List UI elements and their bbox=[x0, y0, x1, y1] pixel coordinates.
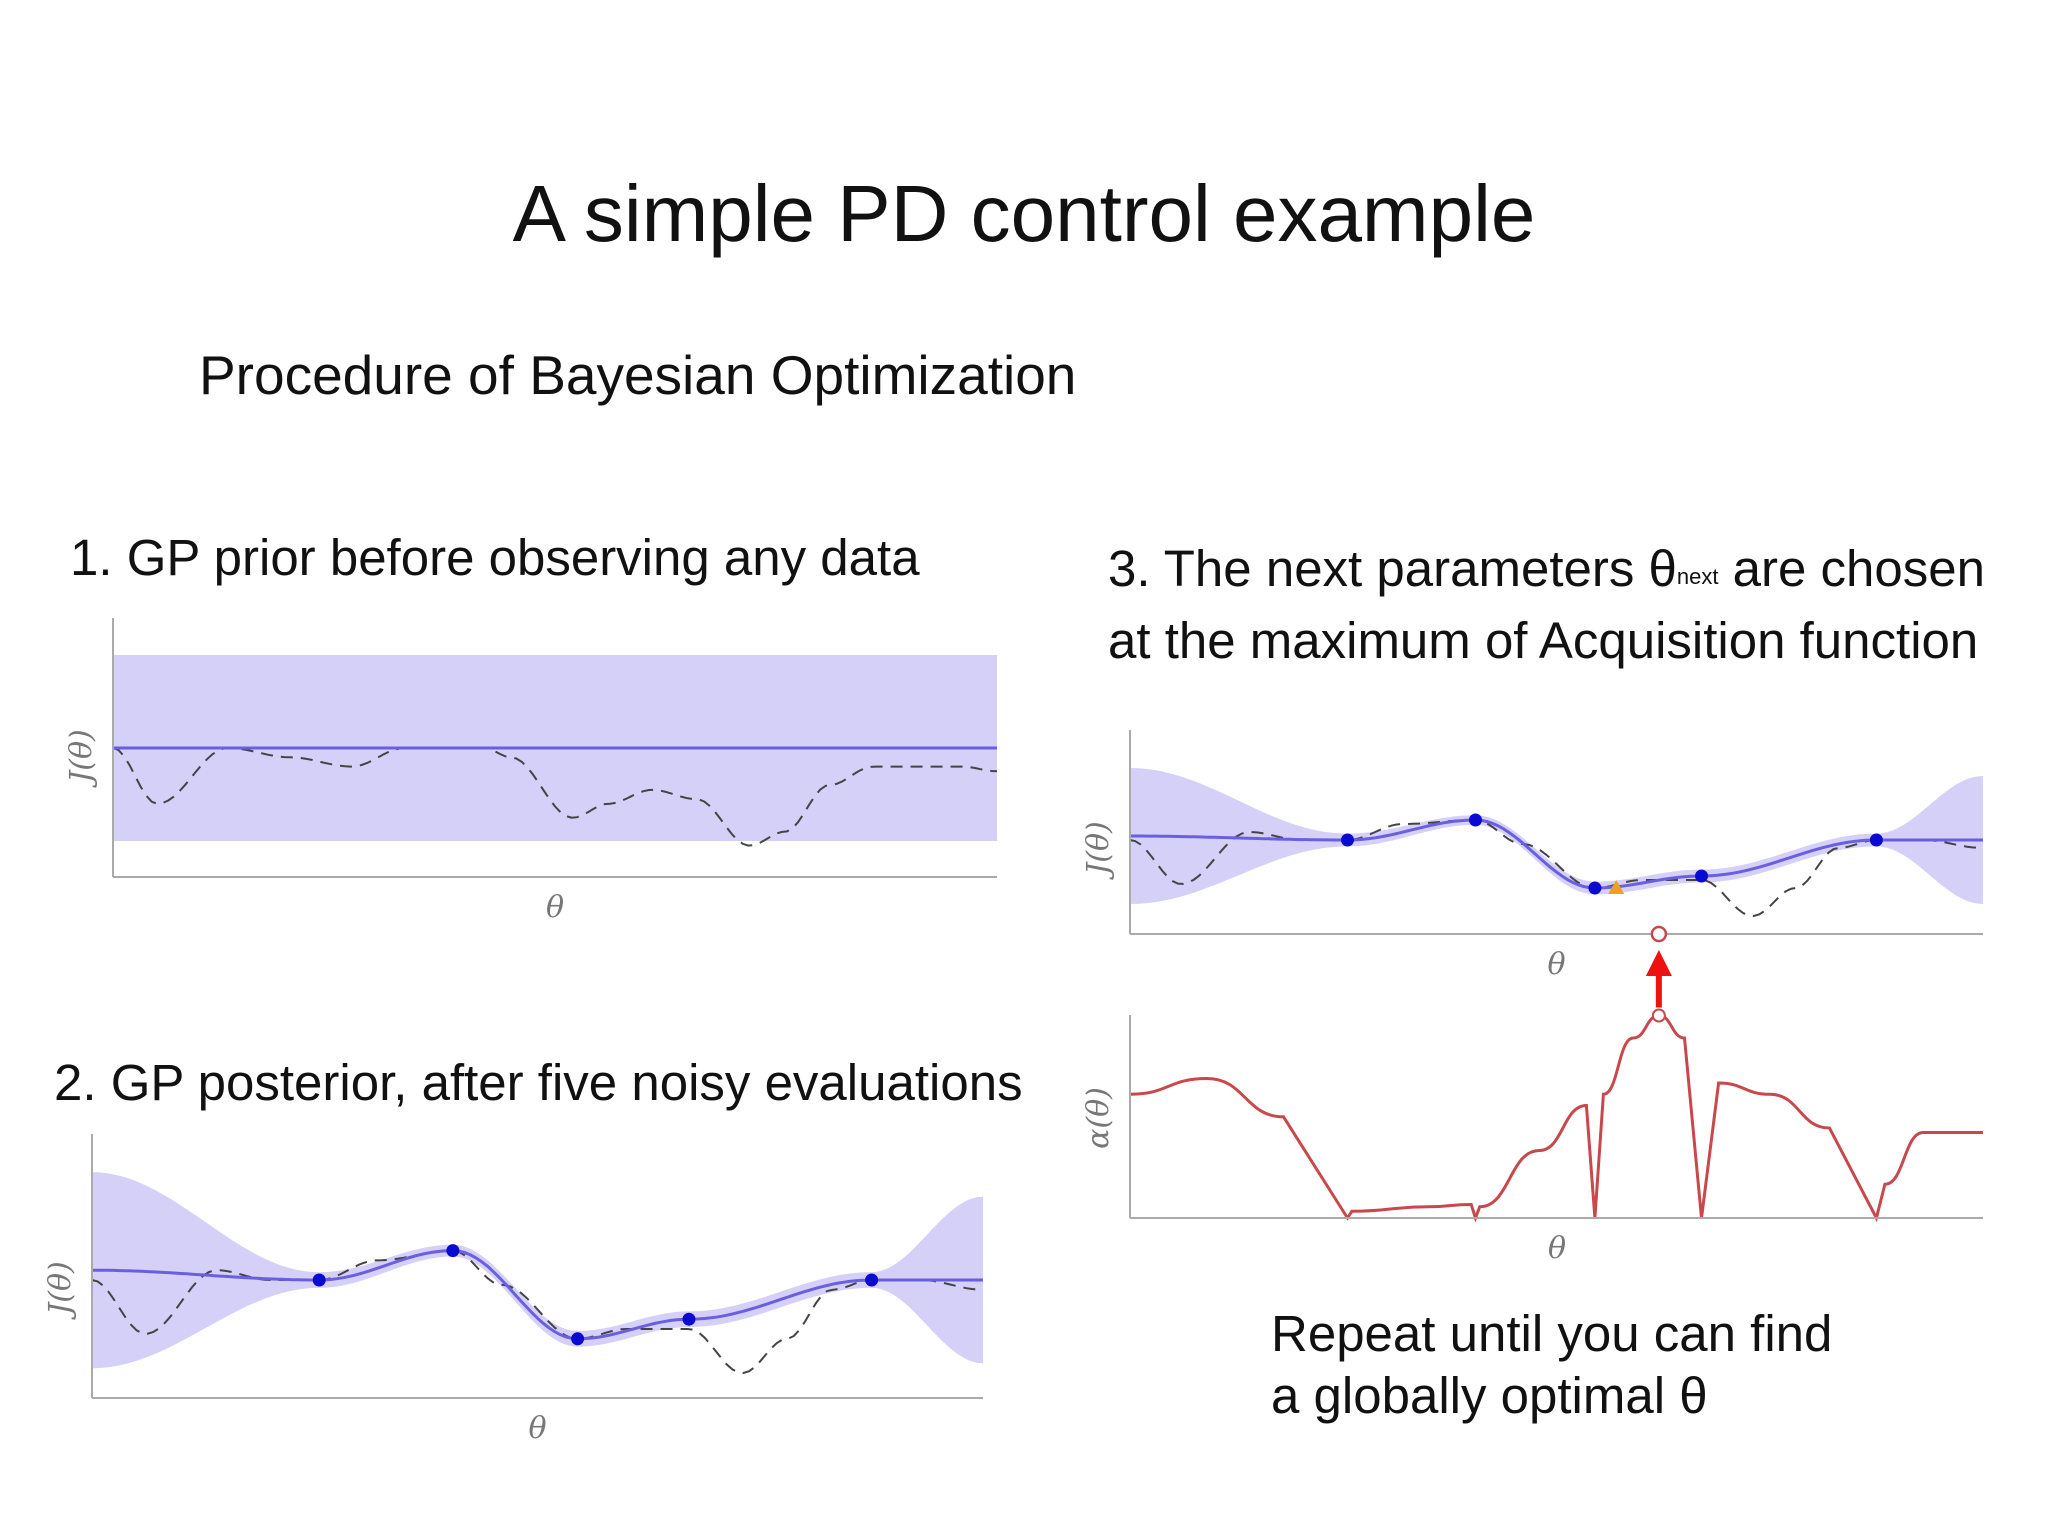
y-axis-label: α(θ) bbox=[1081, 1087, 1116, 1149]
true-objective-line bbox=[91, 1249, 984, 1375]
x-axis-label: θ bbox=[546, 890, 564, 925]
arrow-head bbox=[1645, 950, 1672, 976]
step-3-line-2: at the maximum of Acquisition function bbox=[1108, 612, 1979, 669]
slide-subtitle: Procedure of Bayesian Optimization bbox=[199, 344, 1077, 406]
gp-mean-line bbox=[92, 1249, 983, 1341]
gp-mean-line bbox=[1130, 818, 1983, 890]
y-axis-label: J(θ) bbox=[1081, 821, 1116, 881]
acquisition-maximum-marker bbox=[1651, 1008, 1666, 1023]
x-axis-label: θ bbox=[1548, 1231, 1566, 1266]
acquisition-curve bbox=[1129, 1013, 1983, 1223]
uncertainty-band bbox=[1130, 768, 1983, 904]
step-3-line-1: 3. The next parameters θnext are chosen bbox=[1108, 538, 1985, 610]
argmax-arrow bbox=[1645, 925, 1672, 1008]
step-3-text-pre: 3. The next parameters θ bbox=[1108, 540, 1677, 597]
gp-posterior-plot: J(θ) θ bbox=[43, 1134, 984, 1446]
observation-point bbox=[682, 1312, 696, 1326]
slide-title: A simple PD control example bbox=[512, 169, 1536, 258]
y-axis-label: J(θ) bbox=[64, 729, 99, 789]
x-axis-label: θ bbox=[528, 1411, 546, 1446]
x-axis-label: θ bbox=[1547, 947, 1565, 982]
repeat-line-2: a globally optimal θ bbox=[1271, 1367, 1708, 1424]
true-objective-line bbox=[1129, 819, 1984, 918]
gp-prior-plot: J(θ) θ bbox=[64, 618, 998, 925]
step-1-caption: 1. GP prior before observing any data bbox=[70, 529, 920, 586]
gp-posterior-next-plot: J(θ) θ bbox=[1081, 730, 1984, 982]
observation-point bbox=[1588, 881, 1602, 895]
observation-point bbox=[1468, 813, 1482, 827]
step-2-caption: 2. GP posterior, after five noisy evalua… bbox=[54, 1054, 1023, 1111]
repeat-caption: Repeat until you can find a globally opt… bbox=[1271, 1303, 1832, 1427]
acquisition-function-plot: α(θ) θ bbox=[1081, 1008, 1983, 1266]
observation-point bbox=[1341, 833, 1355, 847]
repeat-line-1: Repeat until you can find bbox=[1271, 1305, 1833, 1362]
observation-point bbox=[571, 1332, 585, 1346]
y-axis-label: J(θ) bbox=[43, 1261, 78, 1321]
step-3-caption: 3. The next parameters θnext are chosen … bbox=[1108, 538, 1985, 672]
observation-point bbox=[312, 1273, 326, 1287]
theta-next-subscript: next bbox=[1676, 564, 1719, 589]
observation-point bbox=[1695, 869, 1709, 883]
observation-point bbox=[1869, 833, 1883, 847]
observation-point bbox=[446, 1244, 460, 1258]
next-point-marker bbox=[1608, 880, 1625, 894]
step-3-text-post: are chosen bbox=[1718, 540, 1985, 597]
theta-next-axis-marker bbox=[1650, 925, 1668, 943]
true-objective-line bbox=[112, 746, 998, 847]
observation-point bbox=[865, 1273, 879, 1287]
uncertainty-band bbox=[92, 1172, 983, 1369]
